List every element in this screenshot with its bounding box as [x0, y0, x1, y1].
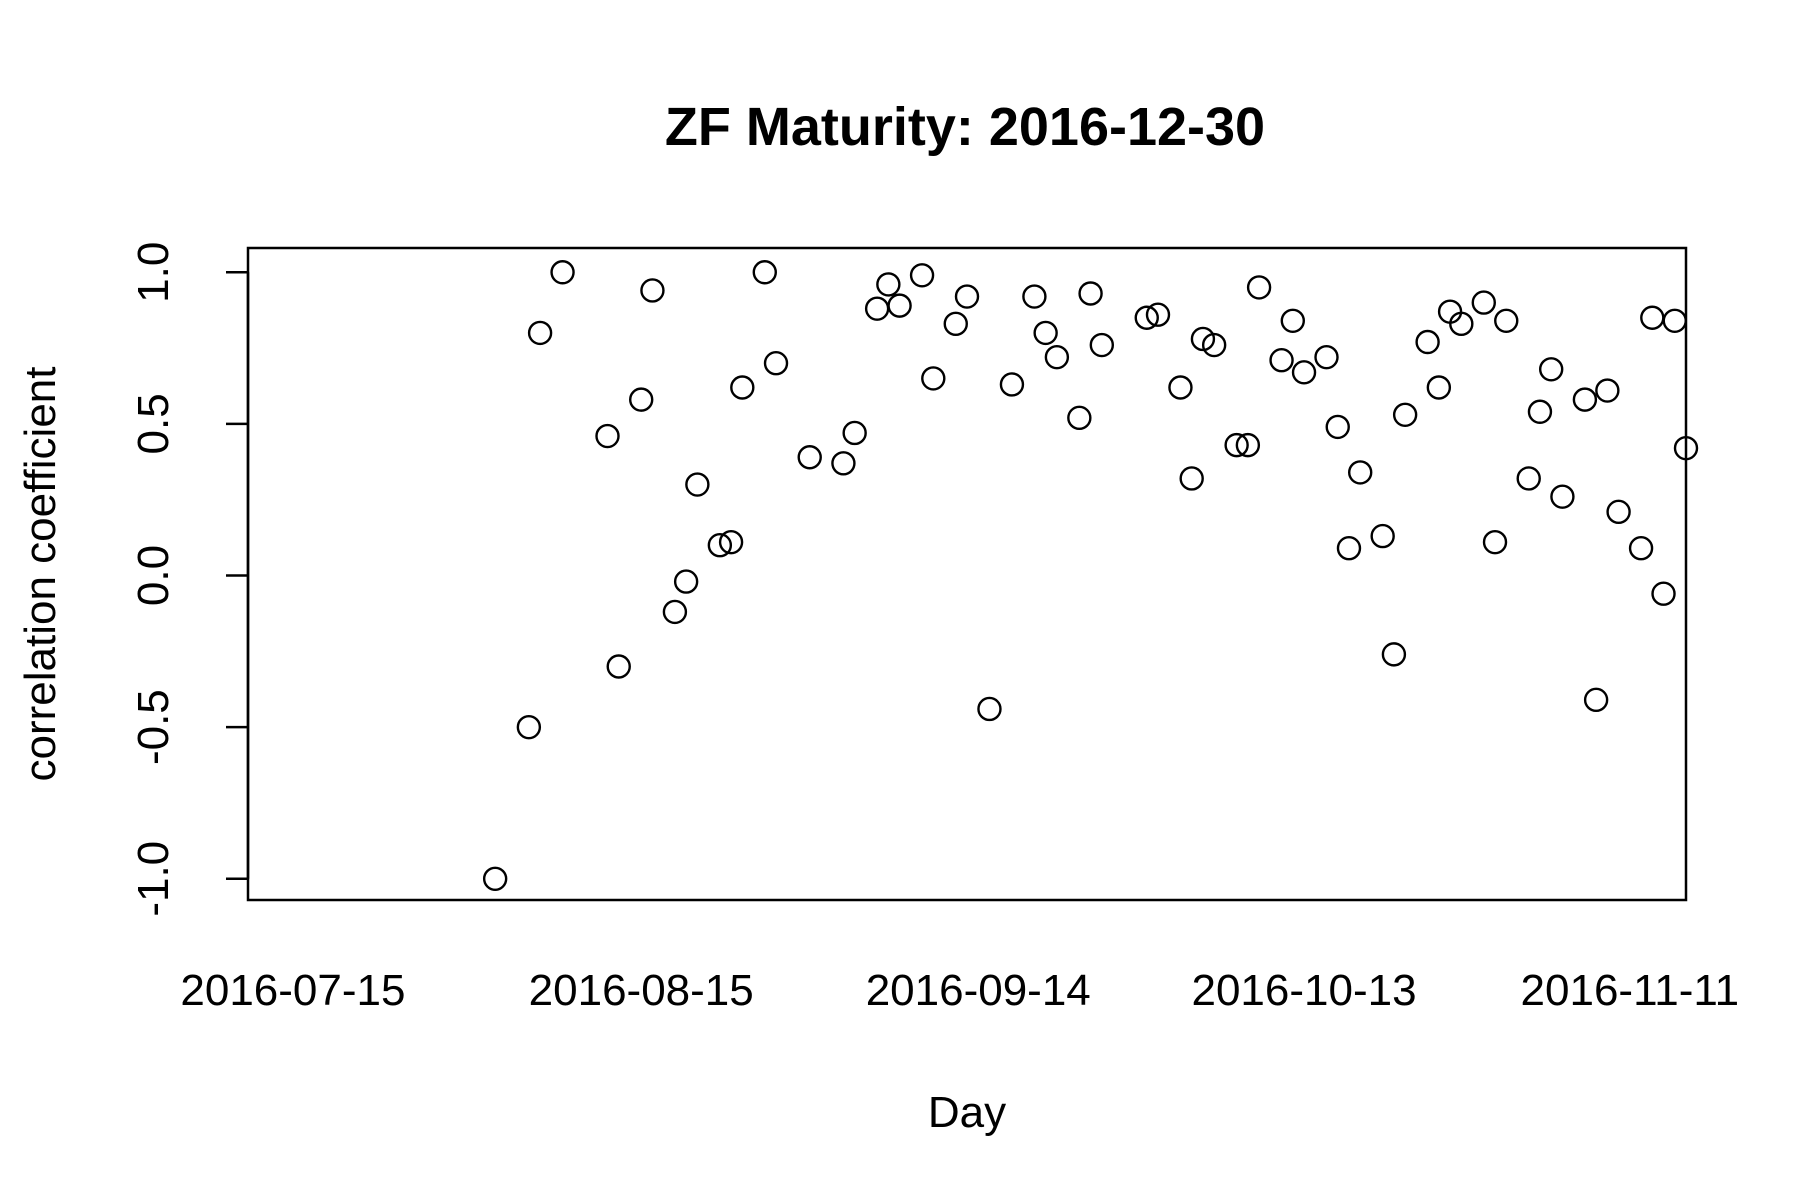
data-point: [1516, 466, 1541, 491]
y-axis-label: correlation coefficient: [16, 367, 65, 782]
data-point: [752, 260, 777, 285]
x-tick-label: 2016-09-14: [866, 966, 1091, 1015]
data-point: [1651, 581, 1676, 606]
data-point: [673, 569, 699, 594]
data-point: [1348, 460, 1373, 485]
data-point: [876, 272, 901, 297]
data-point: [999, 372, 1025, 397]
data-point: [1538, 357, 1564, 382]
data-point: [909, 263, 935, 288]
data-point: [1168, 375, 1193, 400]
data-point: [797, 445, 822, 470]
data-point: [1572, 387, 1598, 412]
data-point: [1033, 320, 1058, 346]
data-point: [1392, 402, 1418, 427]
data-point: [1426, 375, 1452, 400]
data-point: [629, 387, 654, 412]
data-point: [1291, 360, 1317, 385]
data-points: [482, 260, 1699, 891]
data-point: [482, 866, 508, 891]
data-point: [1336, 536, 1362, 561]
data-point: [1269, 348, 1294, 373]
data-point: [1022, 284, 1047, 309]
data-point: [943, 311, 968, 337]
data-point: [1325, 414, 1350, 440]
data-point: [1482, 529, 1508, 555]
data-point: [1415, 329, 1440, 355]
data-point: [1550, 484, 1575, 509]
chart-title: ZF Maturity: 2016-12-30: [665, 97, 1265, 157]
data-point: [842, 420, 867, 446]
data-point: [685, 472, 710, 497]
data-point: [864, 296, 890, 321]
data-point: [1314, 344, 1339, 370]
data-point: [1201, 332, 1227, 358]
data-point: [1179, 466, 1204, 491]
data-point: [831, 451, 856, 476]
data-point: [730, 375, 755, 400]
data-point: [606, 654, 631, 679]
y-tick-label: 0.5: [129, 393, 178, 454]
data-point: [1190, 326, 1216, 352]
data-point: [1527, 399, 1553, 424]
data-point: [640, 278, 665, 303]
data-point: [1370, 523, 1395, 549]
x-axis: 2016-07-15 2016-08-15 2016-09-14 2016-10-13…: [180, 966, 1739, 1015]
data-point: [1662, 308, 1687, 333]
data-point: [1145, 302, 1171, 327]
data-point: [1595, 378, 1620, 403]
data-point: [1628, 536, 1654, 561]
data-point: [516, 714, 542, 740]
data-point: [718, 529, 744, 555]
data-point: [1044, 344, 1070, 370]
plot-frame: [246, 246, 1688, 902]
data-point: [1449, 311, 1474, 337]
x-tick-label: 2016-08-15: [529, 966, 754, 1015]
data-point: [1471, 290, 1496, 315]
y-axis: -1.0 -0.5 0.0 0.5 1.0: [129, 242, 250, 917]
data-point: [1583, 687, 1609, 713]
data-point: [1280, 308, 1305, 333]
x-axis-label: Day: [928, 1088, 1006, 1137]
data-point: [763, 351, 789, 376]
y-tick-label: 1.0: [129, 242, 178, 303]
x-tick-label: 2016-10-13: [1191, 966, 1416, 1015]
data-point: [1067, 405, 1092, 431]
data-point: [1078, 281, 1103, 306]
y-tick-label: 0.0: [129, 545, 178, 606]
data-point: [1246, 275, 1272, 300]
data-point: [887, 293, 912, 318]
data-point: [1606, 499, 1631, 525]
x-tick-label: 2016-07-15: [180, 966, 405, 1015]
data-point: [954, 284, 980, 309]
data-point: [595, 423, 620, 449]
data-point: [707, 532, 733, 558]
data-point: [1673, 435, 1699, 461]
x-tick-label: 2016-11-11: [1521, 966, 1740, 1015]
data-point: [1381, 642, 1407, 667]
y-tick-label: -0.5: [129, 689, 178, 765]
data-point: [1134, 305, 1159, 330]
y-tick-label: -1.0: [129, 841, 178, 917]
data-point: [662, 599, 688, 625]
data-point: [550, 260, 575, 285]
data-point: [1640, 305, 1665, 330]
data-point: [1224, 432, 1249, 458]
data-point: [1235, 432, 1261, 458]
data-point: [921, 366, 946, 391]
data-point: [977, 696, 1002, 722]
data-point: [527, 320, 553, 346]
data-point: [1494, 308, 1519, 333]
data-point: [1089, 332, 1115, 358]
